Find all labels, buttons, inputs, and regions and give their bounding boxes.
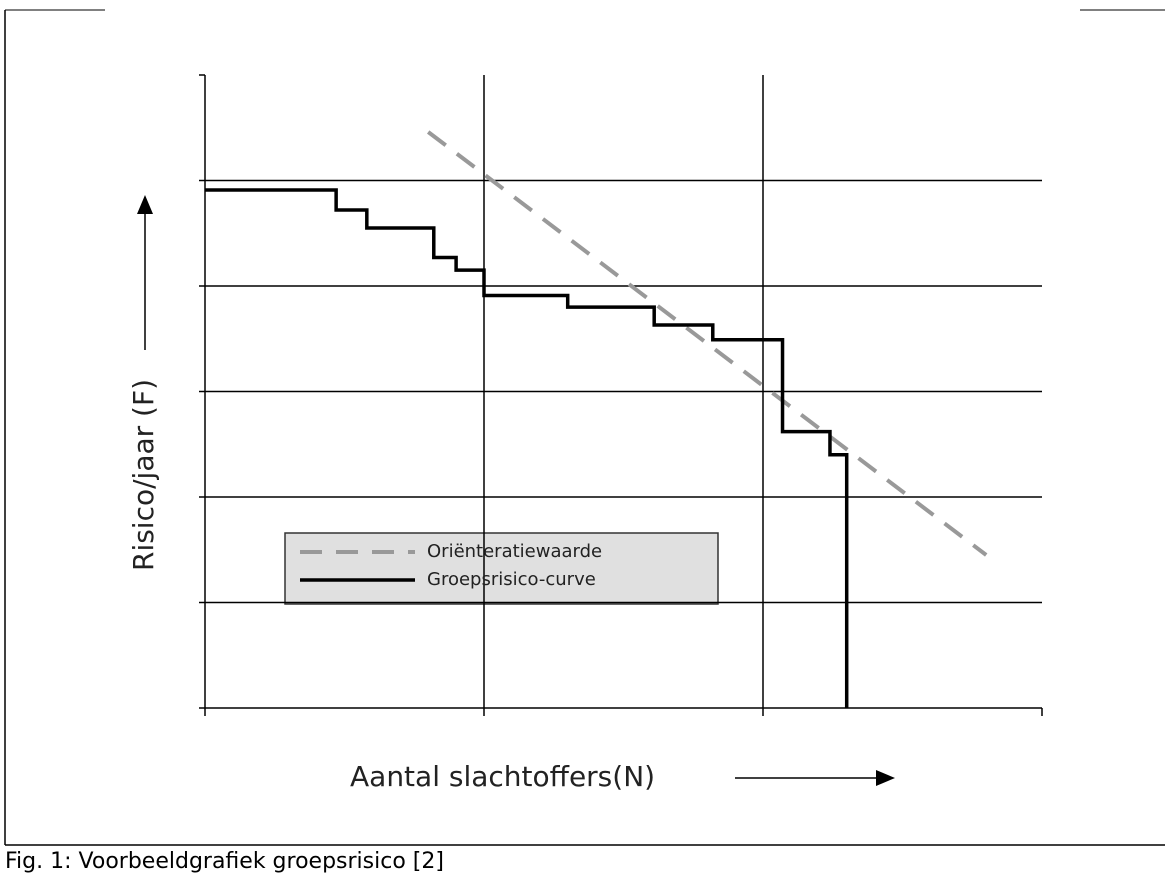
arrow-head bbox=[137, 195, 153, 214]
legend bbox=[284, 532, 719, 605]
series-line bbox=[426, 130, 988, 557]
series-line bbox=[205, 188, 849, 708]
legend-label: Groepsrisico-curve bbox=[427, 569, 596, 590]
arrow-head bbox=[876, 770, 895, 786]
x-axis-label: Aantal slachtoffers(N) bbox=[350, 760, 655, 793]
caption: Fig. 1: Voorbeeldgrafiek groepsrisico [2… bbox=[5, 849, 444, 873]
y-axis-label: Risico/jaar (F) bbox=[127, 379, 160, 571]
legend-label: Oriënteratiewaarde bbox=[427, 541, 602, 562]
